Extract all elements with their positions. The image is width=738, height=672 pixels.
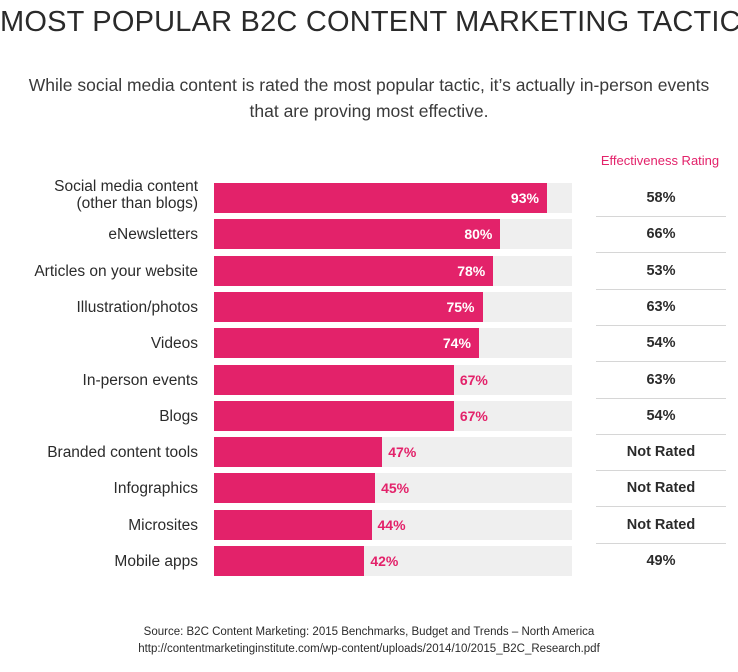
bar [214, 437, 383, 467]
category-label: Microsites [128, 516, 198, 534]
category-label: eNewsletters [108, 225, 198, 243]
bar-row: Microsites 44% Not Rated [0, 510, 738, 546]
category-label: Blogs [159, 407, 198, 425]
bar-row: Social media content (other than blogs) 9… [0, 178, 738, 219]
bar-value-label: 75% [446, 299, 475, 315]
bar-track: 75% [214, 292, 572, 322]
source-citation: Source: B2C Content Marketing: 2015 Benc… [143, 626, 595, 638]
bar-row: In-person events 67% 63% [0, 365, 738, 401]
category-label: Articles on your website [34, 262, 198, 280]
effectiveness-value: Not Rated [626, 444, 696, 460]
row-divider [596, 543, 726, 544]
bar-value-label: 93% [510, 190, 539, 206]
effectiveness-value: 49% [646, 553, 676, 569]
bar-row: Infographics 45% Not Rated [0, 473, 738, 509]
bar-track: 80% [214, 219, 572, 249]
bar [214, 328, 479, 358]
category-label: Illustration/photos [76, 298, 199, 316]
bar-track: 93% [214, 183, 572, 213]
bar [214, 510, 372, 540]
bar-value-label: 80% [464, 226, 493, 242]
bar [214, 401, 454, 431]
bar-track: 67% [214, 365, 572, 395]
row-divider [596, 216, 726, 217]
row-divider [596, 361, 726, 362]
effectiveness-value: 54% [646, 408, 676, 424]
bar-value-label: 47% [388, 444, 417, 460]
category-label: Mobile apps [114, 552, 198, 570]
effectiveness-header: Effectiveness Rating [600, 153, 720, 168]
category-label: Social media content (other than blogs) [54, 178, 198, 212]
bar-row: Mobile apps 42% 49% [0, 546, 738, 582]
bar-value-label: 42% [370, 553, 399, 569]
chart-subtitle: While social media content is rated the … [28, 75, 710, 121]
category-label: In-person events [82, 371, 198, 389]
bar-value-label: 67% [459, 372, 488, 388]
bar-track: 44% [214, 510, 572, 540]
effectiveness-value: 66% [646, 226, 676, 242]
bar [214, 219, 501, 249]
bar-value-label: 78% [457, 263, 486, 279]
source-note: Source: B2C Content Marketing: 2015 Benc… [0, 624, 738, 658]
effectiveness-value: 63% [646, 299, 676, 315]
chart-title: MOST POPULAR B2C CONTENT MARKETING TACTI… [0, 6, 738, 38]
bar [214, 473, 376, 503]
row-divider [596, 398, 726, 399]
bar-row: Illustration/photos 75% 63% [0, 292, 738, 328]
bar [214, 292, 483, 322]
bar-value-label: 74% [442, 335, 471, 351]
effectiveness-value: 54% [646, 335, 676, 351]
effectiveness-value: 58% [646, 190, 676, 206]
row-divider [596, 252, 726, 253]
row-divider [596, 434, 726, 435]
row-divider [596, 470, 726, 471]
bar-track: 45% [214, 473, 572, 503]
bar-row: Videos 74% 54% [0, 328, 738, 364]
bar-row: Branded content tools 47% Not Rated [0, 437, 738, 473]
bar-value-label: 45% [381, 480, 410, 496]
category-label: Videos [150, 334, 198, 352]
effectiveness-value: Not Rated [626, 517, 696, 533]
row-divider [596, 325, 726, 326]
row-divider [596, 289, 726, 290]
bar [214, 546, 365, 576]
bar-track: 42% [214, 546, 572, 576]
category-label: Infographics [113, 479, 198, 497]
bar-value-label: 44% [377, 517, 406, 533]
bar-track: 47% [214, 437, 572, 467]
bar-row: eNewsletters 80% 66% [0, 219, 738, 255]
category-label: Branded content tools [47, 443, 198, 461]
bar-track: 67% [214, 401, 572, 431]
bar-value-label: 67% [459, 408, 488, 424]
bar [214, 183, 547, 213]
row-divider [596, 506, 726, 507]
source-url: http://contentmarketinginstitute.com/wp-… [138, 643, 600, 655]
bar-row: Articles on your website 78% 53% [0, 256, 738, 292]
bar [214, 256, 494, 286]
bar-track: 78% [214, 256, 572, 286]
effectiveness-value: 53% [646, 263, 676, 279]
bar-row: Blogs 67% 54% [0, 401, 738, 437]
effectiveness-value: 63% [646, 372, 676, 388]
bar [214, 365, 454, 395]
effectiveness-value: Not Rated [626, 480, 696, 496]
bar-track: 74% [214, 328, 572, 358]
